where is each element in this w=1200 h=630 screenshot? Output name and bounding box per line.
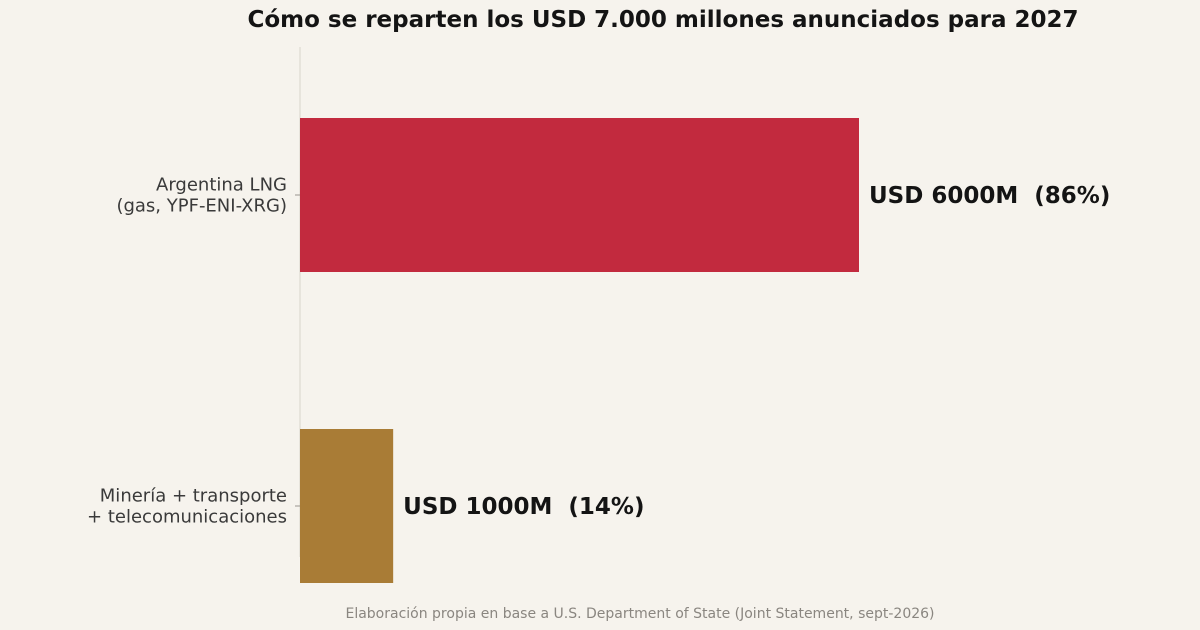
bar-1 bbox=[300, 118, 859, 272]
category-label-1: Argentina LNG (gas, YPF-ENI-XRG) bbox=[116, 175, 287, 217]
source-note: Elaboración propia en base a U.S. Depart… bbox=[345, 606, 934, 622]
value-label-2: USD 1000M (14%) bbox=[403, 494, 644, 520]
category-label-line: Argentina LNG bbox=[156, 175, 287, 196]
chart-title: Cómo se reparten los USD 7.000 millones … bbox=[247, 7, 1078, 33]
value-label-1: USD 6000M (86%) bbox=[869, 183, 1110, 209]
chart-marks: Argentina LNG (gas, YPF-ENI-XRG) USD 6000M… bbox=[87, 118, 1110, 583]
category-label-line: + telecomunicaciones bbox=[87, 507, 287, 528]
category-label-line: (gas, YPF-ENI-XRG) bbox=[116, 196, 287, 217]
bar-2 bbox=[300, 429, 394, 583]
category-label-line: Minería + transporte bbox=[100, 486, 287, 507]
category-label-2: Minería + transporte + telecomunicaciones bbox=[87, 486, 287, 528]
